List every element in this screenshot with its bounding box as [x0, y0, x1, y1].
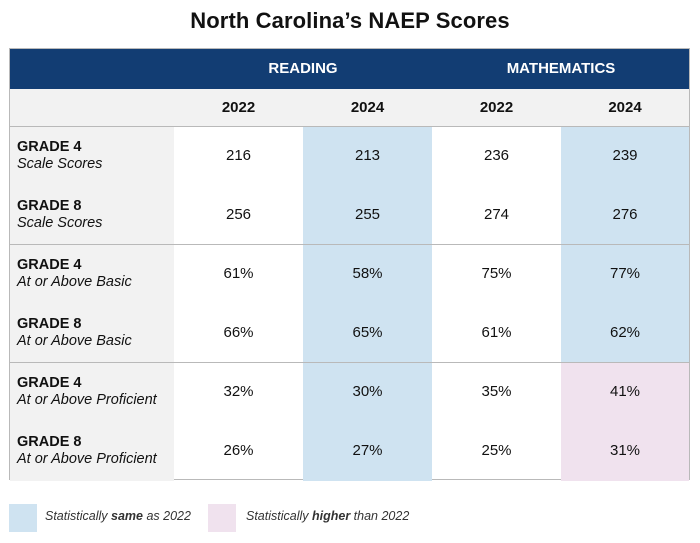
row-grade: GRADE 8 — [17, 434, 82, 450]
value-cell: 216 — [225, 147, 252, 164]
highlight-cell-reading-2024 — [303, 245, 432, 304]
year-header-row: 2022 2024 2022 2024 — [10, 89, 689, 127]
highlight-cell-reading-2024 — [303, 127, 432, 186]
row-measure: Scale Scores — [17, 215, 103, 231]
value-cell: 62% — [609, 324, 641, 341]
legend-higher-prefix: Statistically — [246, 509, 312, 523]
legend-swatch-higher — [208, 504, 236, 532]
highlight-cell-math-2024 — [561, 127, 689, 186]
row-grade: GRADE 4 — [17, 375, 82, 391]
legend-label-same: Statistically same as 2022 — [45, 509, 191, 523]
value-cell: 239 — [612, 147, 638, 164]
highlight-cell-math-2024 — [561, 186, 689, 245]
naep-scores-table: READING MATHEMATICS 2022 2024 2022 2024 … — [9, 48, 690, 481]
value-cell: 274 — [483, 206, 510, 223]
row-label: GRADE 4 At or Above Proficient — [17, 375, 157, 409]
row-label: GRADE 8 At or Above Proficient — [17, 434, 157, 468]
highlight-cell-math-2024 — [561, 245, 689, 304]
highlight-cell-reading-2024 — [303, 422, 432, 481]
highlight-cell-reading-2024 — [303, 363, 432, 422]
legend-higher-bold: higher — [312, 509, 351, 523]
row-label-background — [10, 127, 174, 245]
row-label-background — [10, 245, 174, 363]
value-cell: 61% — [223, 265, 254, 282]
row-grade: GRADE 8 — [17, 316, 82, 332]
value-cell: 61% — [481, 324, 512, 341]
legend-higher-suffix: than 2022 — [350, 509, 410, 523]
legend-same-suffix: as 2022 — [142, 509, 191, 523]
row-measure: At or Above Proficient — [17, 392, 157, 408]
highlight-cell-math-2024 — [561, 363, 689, 422]
value-cell: 26% — [223, 442, 254, 459]
value-cell: 236 — [483, 147, 510, 164]
value-cell: 77% — [609, 265, 641, 282]
year-header-math-2024: 2024 — [608, 99, 642, 116]
value-cell: 31% — [609, 442, 641, 459]
value-cell: 75% — [481, 265, 512, 282]
row-grade: GRADE 4 — [17, 139, 82, 155]
group-separator — [10, 362, 689, 363]
value-cell: 35% — [481, 383, 512, 400]
value-cell: 255 — [354, 206, 381, 223]
value-cell: 256 — [225, 206, 252, 223]
row-measure: At or Above Basic — [17, 333, 132, 349]
highlight-cell-reading-2024 — [303, 186, 432, 245]
value-cell: 41% — [609, 383, 641, 400]
legend-label-higher: Statistically higher than 2022 — [246, 509, 409, 523]
highlight-cell-math-2024 — [561, 422, 689, 481]
value-cell: 66% — [223, 324, 254, 341]
year-header-math-2022: 2022 — [479, 99, 514, 116]
value-cell: 276 — [612, 206, 638, 223]
value-cell: 30% — [352, 383, 383, 400]
legend-same-bold: same — [111, 509, 143, 523]
row-measure: Scale Scores — [17, 156, 103, 172]
row-measure: At or Above Proficient — [17, 451, 157, 467]
value-cell: 65% — [352, 324, 383, 341]
legend-swatch-same — [9, 504, 37, 532]
legend-same-prefix: Statistically — [45, 509, 111, 523]
row-grade: GRADE 8 — [17, 198, 82, 214]
subject-header-row: READING MATHEMATICS — [10, 49, 689, 89]
highlight-cell-math-2024 — [561, 304, 689, 363]
value-cell: 213 — [354, 147, 381, 164]
value-cell: 27% — [352, 442, 383, 459]
row-label: GRADE 8 At or Above Basic — [17, 316, 132, 350]
year-header-reading-2022: 2022 — [221, 99, 256, 116]
chart-title: North Carolina’s NAEP Scores — [190, 8, 510, 33]
value-cell: 58% — [352, 265, 383, 282]
highlight-cell-reading-2024 — [303, 304, 432, 363]
header-reading: READING — [268, 60, 338, 77]
year-header-reading-2024: 2024 — [350, 99, 385, 116]
value-cell: 25% — [481, 442, 512, 459]
row-grade: GRADE 4 — [17, 257, 82, 273]
row-label: GRADE 8 Scale Scores — [17, 198, 102, 232]
row-measure: At or Above Basic — [17, 274, 132, 290]
row-label: GRADE 4 At or Above Basic — [17, 257, 132, 291]
row-label-background — [10, 363, 174, 481]
value-cell: 32% — [223, 383, 254, 400]
group-separator — [10, 244, 689, 245]
header-mathematics: MATHEMATICS — [506, 60, 616, 77]
row-label: GRADE 4 Scale Scores — [17, 139, 102, 173]
